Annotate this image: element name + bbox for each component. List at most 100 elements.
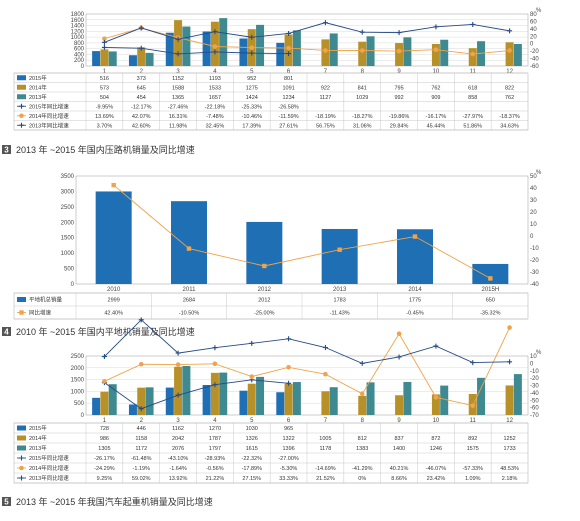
caption-figure-3: 3 2013 年 ~2015 年国内压路机销量及同比增速: [2, 144, 195, 155]
legend-label-c1-1: 2014年: [29, 83, 47, 91]
table-cell: -11.43%: [330, 311, 350, 317]
table-cell: 1787: [209, 436, 221, 442]
bar-c1-s0-2: [165, 32, 174, 66]
bar-c1-s2-4: [256, 24, 265, 67]
table-cell: 1588: [172, 85, 184, 91]
table-cell: 21.52%: [316, 476, 335, 482]
x-tick-label: 2010: [107, 287, 121, 293]
table-cell: -0.45%: [406, 311, 424, 317]
table-cell: -25.00%: [254, 311, 275, 317]
point-c2-0-0: [111, 182, 116, 188]
point-c1-1-9: [433, 47, 439, 53]
y2-tick-label: -60: [530, 64, 539, 70]
legend-icon-c2-0: [17, 297, 26, 302]
point-c3-1-4: [249, 374, 255, 379]
legend-icon-c1-2: [17, 94, 26, 100]
table-cell: 837: [394, 436, 403, 442]
point-c3-1-2: [175, 362, 181, 367]
bar-c1-s2-2: [182, 26, 191, 66]
table-cell: 1246: [430, 446, 442, 452]
table-cell: 1615: [246, 446, 258, 452]
bar-c3-s2-9: [440, 385, 449, 415]
table-cell: 56.75%: [316, 123, 335, 129]
bar-c3-s1-7: [358, 395, 367, 415]
point-c3-2-11: [507, 359, 513, 365]
bar-c1-s0-3: [202, 31, 211, 67]
table-cell: 1275: [246, 85, 258, 91]
legend-label-c1-3: 2015年同比增速: [29, 102, 69, 110]
bar-c3-s1-1: [137, 387, 146, 415]
y-tick-label: 400: [74, 52, 85, 58]
point-c1-2-3: [212, 29, 218, 35]
table-cell: -43.10%: [168, 456, 189, 462]
table-cell: 1252: [503, 436, 515, 442]
bar-c2-s0-2: [246, 221, 283, 284]
bar-c3-s2-1: [145, 387, 154, 415]
bar-c1-s1-0: [100, 49, 109, 66]
y-tick-label: 1000: [61, 251, 75, 257]
line-c1-1: [104, 27, 510, 55]
bar-c3-s2-8: [403, 381, 412, 415]
table-cell: 0%: [358, 476, 366, 482]
legend-icon-c1-1: [17, 84, 26, 90]
bar-c3-s1-4: [247, 383, 256, 415]
table-cell: 841: [358, 85, 367, 91]
bar-c1-s2-11: [513, 43, 522, 66]
point-c3-1-10: [470, 403, 476, 408]
point-c3-1-3: [212, 361, 218, 367]
line-c3-0: [104, 379, 289, 410]
point-c1-2-6: [322, 20, 328, 26]
table-cell: -27.00%: [278, 456, 299, 462]
legend-icon-c3-1: [17, 435, 26, 441]
table-cell: 446: [137, 426, 146, 432]
table-cell: 1365: [172, 95, 184, 101]
table-cell: 9.25%: [97, 476, 113, 482]
point-c3-2-2: [175, 350, 181, 356]
x-tick-label: 2: [140, 418, 144, 424]
table-cell: 34.63%: [500, 123, 519, 129]
bar-c1-s2-8: [403, 37, 412, 66]
table-cell: -25.33%: [242, 104, 263, 110]
table-cell: 59.02%: [132, 476, 151, 482]
y2-tick-label: -40: [530, 57, 539, 63]
y2-tick-label: 30: [530, 198, 537, 204]
point-c3-0-2: [175, 392, 181, 398]
point-c1-1-4: [249, 45, 255, 50]
point-c1-2-5: [286, 30, 292, 36]
x-tick-label: 2014: [408, 287, 422, 293]
y2-tick-label: -70: [530, 413, 539, 419]
point-c1-2-8: [396, 30, 402, 36]
y2-tick-label: -50: [530, 398, 539, 404]
bar-c1-s2-1: [145, 52, 154, 66]
table-cell: -46.07%: [426, 466, 447, 472]
x-tick-label: 11: [470, 418, 477, 424]
x-tick-label: 2011: [183, 287, 197, 293]
table-cell: 516: [100, 76, 109, 82]
table-cell: 27.61%: [279, 123, 298, 129]
table-cell: -22.18%: [205, 104, 226, 110]
bar-c1-s1-8: [395, 43, 404, 66]
table-cell: 1783: [334, 298, 346, 304]
y-tick-label: 500: [64, 267, 75, 273]
x-tick-label: 2013: [333, 287, 347, 293]
legend-icon-c3-2: [17, 445, 26, 451]
table-cell: -24.29%: [94, 466, 115, 472]
y2-tick-label: 0: [530, 42, 534, 48]
x-tick-label: 3: [176, 69, 180, 75]
table-cell: 1326: [246, 436, 258, 442]
table-cell: -26.17%: [94, 456, 115, 462]
table-cell: 1029: [356, 95, 368, 101]
caption-figure-5: 5 2013 年 ~2015 年我国汽车起重机销量及同比增速: [2, 496, 213, 507]
point-c1-2-4: [249, 34, 255, 40]
table-cell: 952: [247, 76, 256, 82]
table-cell: 1400: [393, 446, 405, 452]
y-tick-label: 200: [74, 58, 85, 64]
bar-c3-s1-2: [174, 366, 183, 415]
bar-c3-s0-0: [92, 397, 101, 415]
table-cell: -18.19%: [315, 114, 336, 120]
point-c2-0-1: [186, 246, 192, 251]
bar-c3-s1-3: [210, 372, 219, 415]
y2-unit-label: %: [536, 170, 542, 176]
table-cell: 1.09%: [465, 476, 481, 482]
